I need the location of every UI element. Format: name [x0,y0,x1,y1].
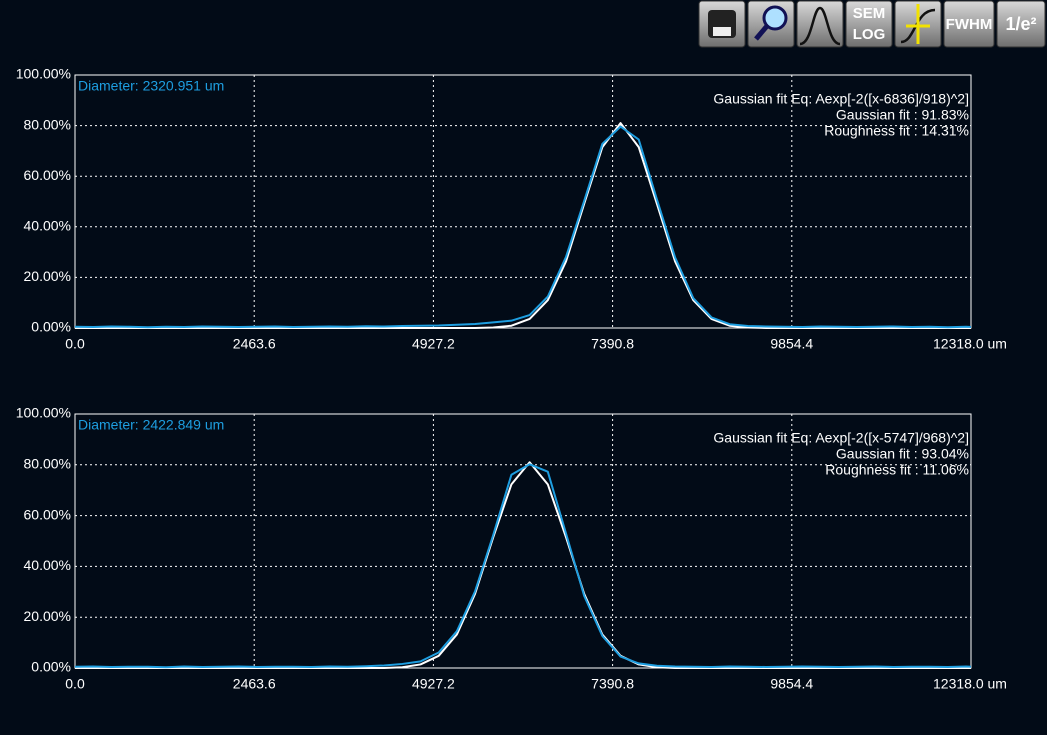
fit-equation: Gaussian fit Eq: Aexp[-2([x-6836]/918)^2… [713,91,969,107]
y-tick-label: 0.00% [31,319,71,335]
series-line [74,463,972,669]
y-tick-label: 40.00% [24,557,71,573]
series-line [75,461,971,669]
toolbar: SEM LOG FWHM 1/e² [698,0,1046,48]
x-tick-label: 12318.0 um [933,336,1007,352]
log-label: LOG [853,26,886,43]
y-tick-label: 20.00% [24,608,71,624]
roughness-fit: Roughness fit : 11.06% [825,462,969,478]
roughness-fit: Roughness fit : 14.31% [824,123,969,139]
y-tick-label: 80.00% [24,116,71,132]
x-tick-label: 9854.4 [770,336,813,352]
y-tick-label: 60.00% [24,506,71,522]
series-line [74,125,972,329]
x-tick-label: 0.0 [65,676,85,692]
sem-label: SEM [853,5,886,22]
x-tick-label: 0.0 [65,336,85,352]
save-button[interactable] [698,0,746,48]
inv-e2-label: 1/e² [1005,14,1036,34]
y-tick-label: 20.00% [24,268,71,284]
y-tick-label: 60.00% [24,167,71,183]
x-tick-label: 2463.6 [233,676,276,692]
diameter-label: Diameter: 2320.951 um [78,78,224,94]
y-tick-label: 100.00% [16,405,71,421]
y-tick-label: 80.00% [24,456,71,472]
fwhm-button[interactable]: FWHM [943,0,995,48]
x-tick-label: 4927.2 [412,676,455,692]
zoom-button[interactable] [747,0,795,48]
sem-log-button[interactable]: SEM LOG [845,0,893,48]
y-tick-label: 0.00% [31,659,71,675]
plot-frame [74,413,972,669]
x-tick-label: 4927.2 [412,336,455,352]
x-tick-label: 7390.8 [591,336,634,352]
series-line [75,122,971,329]
fit-button[interactable] [894,0,942,48]
plot-frame [74,74,972,329]
y-tick-label: 100.00% [16,66,71,82]
x-tick-label: 9854.4 [770,676,813,692]
x-tick-label: 2463.6 [233,336,276,352]
gaussian-button[interactable] [796,0,844,48]
diameter-label: Diameter: 2422.849 um [78,417,224,433]
fit-equation: Gaussian fit Eq: Aexp[-2([x-5747]/968)^2… [713,430,969,446]
x-tick-label: 12318.0 um [933,676,1007,692]
inv-e2-button[interactable]: 1/e² [996,0,1046,48]
y-tick-label: 40.00% [24,218,71,234]
x-tick-label: 7390.8 [591,676,634,692]
gaussian-fit: Gaussian fit : 93.04% [836,446,969,462]
gaussian-fit: Gaussian fit : 91.83% [836,107,969,123]
fwhm-label: FWHM [946,16,993,33]
